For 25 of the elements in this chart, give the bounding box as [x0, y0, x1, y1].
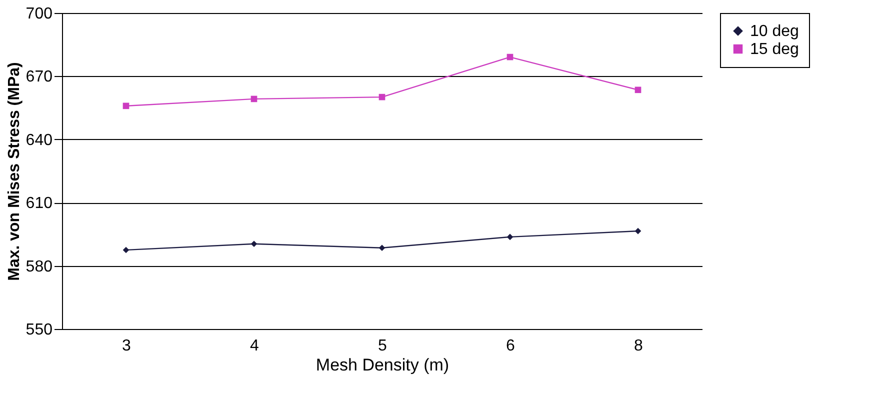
point — [634, 228, 642, 234]
x-tick-label: 6 — [506, 338, 516, 354]
y-tick-label: 670 — [26, 68, 53, 86]
x-tick-label: 3 — [122, 338, 132, 354]
y-tick-label: 610 — [26, 195, 53, 212]
point — [634, 86, 642, 94]
y-tick-label: 640 — [26, 132, 53, 149]
point — [250, 240, 258, 248]
point — [378, 244, 386, 252]
point — [378, 94, 386, 100]
point — [506, 234, 514, 240]
legend-label: 15 deg — [750, 41, 799, 58]
y-tick-label: 580 — [26, 258, 53, 276]
legend-label: 10 deg — [750, 23, 799, 40]
x-tick-label: 5 — [378, 338, 388, 354]
point — [250, 96, 258, 102]
y-axis-title: Max. von Mises Stress (MPa) — [6, 62, 23, 281]
y-tick-label: 550 — [26, 322, 53, 338]
x-tick-label: 8 — [634, 338, 644, 354]
x-tick-label: 4 — [250, 338, 260, 354]
y-tick-label: 700 — [26, 6, 53, 22]
point — [122, 246, 130, 254]
x-axis-title: Mesh Density (m) — [316, 356, 450, 374]
point — [122, 102, 130, 110]
point — [506, 54, 514, 60]
